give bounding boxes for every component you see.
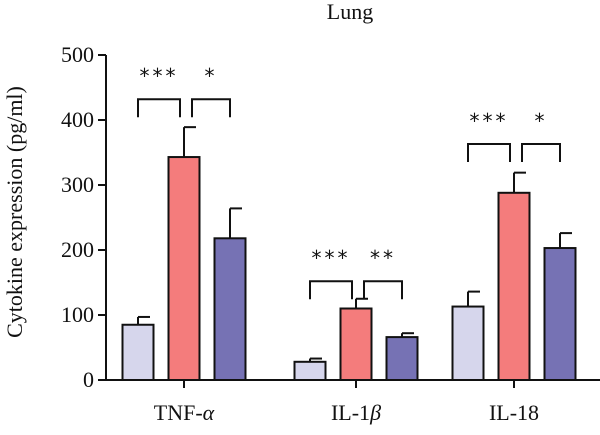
significance-label: ***	[312, 246, 351, 270]
significance-bracket	[363, 280, 403, 300]
significance-label: *	[205, 64, 218, 88]
bar	[121, 323, 155, 381]
x-tick-label: IL-18	[489, 400, 539, 425]
bars	[121, 126, 577, 382]
y-tick-label: 200	[61, 237, 94, 262]
significance-bracket	[191, 98, 231, 118]
bar	[385, 336, 419, 382]
y-tick-label: 500	[61, 42, 94, 67]
axes: 0 100 200 300 400 500 TNF-α IL-1β IL-18	[61, 42, 600, 425]
chart-title: Lung	[327, 0, 373, 24]
x-tick-label: TNF-α	[154, 400, 215, 425]
significance-label: **	[370, 246, 396, 270]
y-axis-label: Cytokine expression (pg/ml)	[2, 86, 27, 338]
significance-annotations: *** **** ***** *	[137, 64, 561, 300]
x-tick-label: IL-1β	[331, 400, 381, 425]
significance-label: *	[535, 109, 548, 133]
significance-bracket	[521, 143, 561, 163]
bar	[451, 305, 485, 381]
significance-bracket	[137, 98, 181, 118]
significance-label: ***	[140, 64, 179, 88]
significance-bracket	[309, 280, 353, 300]
significance-label: ***	[470, 109, 509, 133]
bar	[543, 247, 577, 381]
bar	[339, 307, 373, 381]
bar	[167, 156, 201, 381]
y-tick-label: 100	[61, 302, 94, 327]
bar	[213, 237, 247, 381]
y-tick-label: 400	[61, 107, 94, 132]
y-tick-label: 0	[83, 367, 94, 392]
significance-bracket	[467, 143, 511, 163]
y-tick-label: 300	[61, 172, 94, 197]
bar	[497, 191, 531, 381]
bar	[293, 360, 327, 381]
